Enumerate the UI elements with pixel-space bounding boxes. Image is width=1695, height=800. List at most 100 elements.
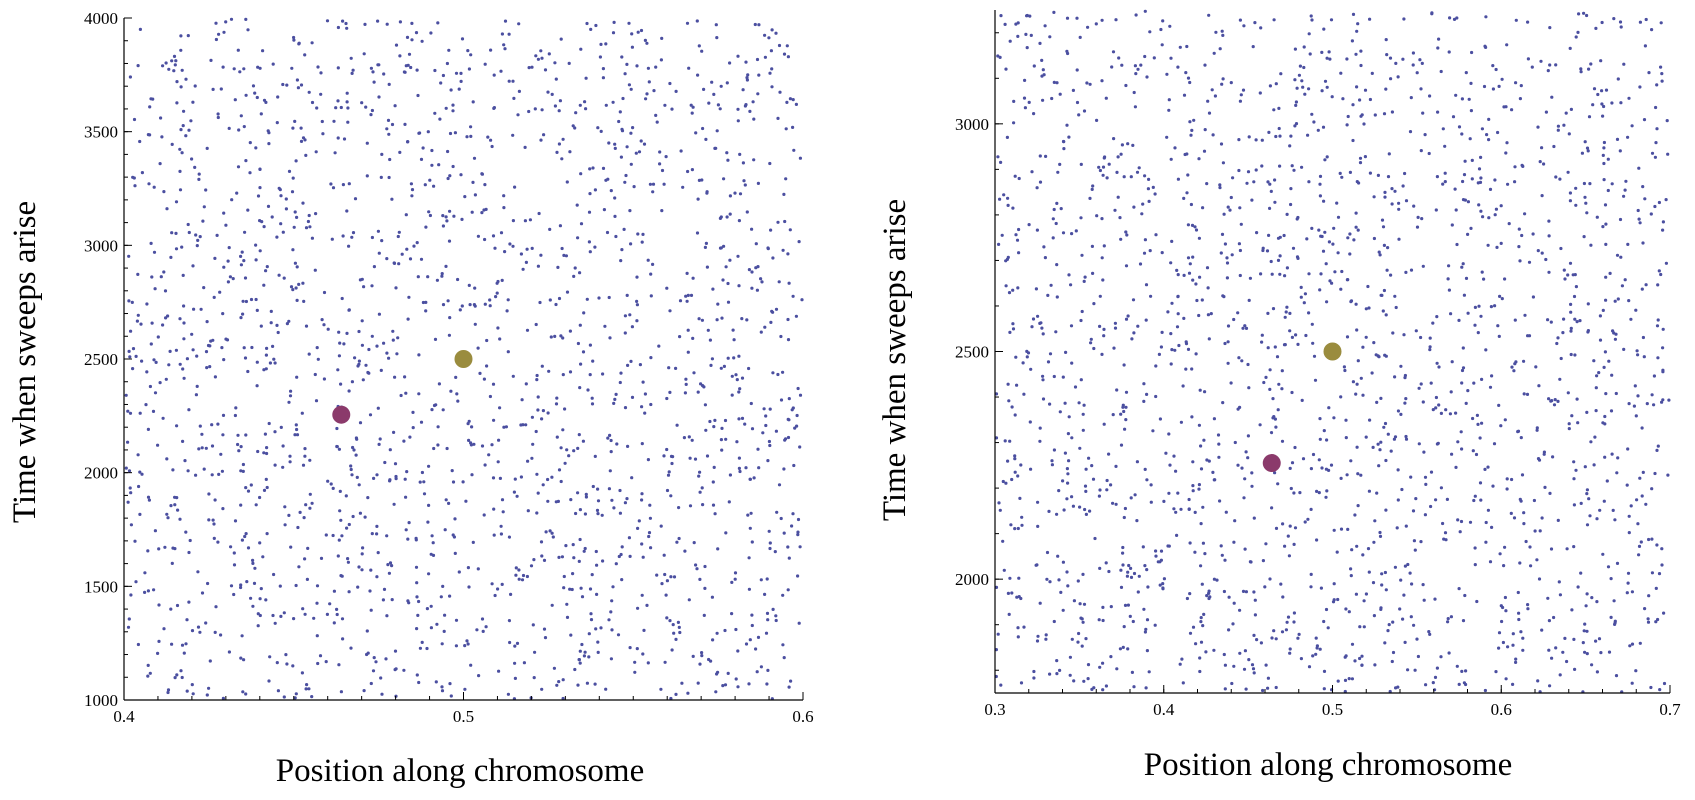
scatter-point [568, 329, 573, 333]
scatter-point [441, 214, 445, 218]
scatter-point [159, 275, 163, 279]
scatter-point [1194, 642, 1198, 646]
scatter-point [162, 190, 166, 194]
scatter-point [554, 302, 558, 307]
scatter-point [1346, 236, 1350, 240]
scatter-point [523, 145, 527, 149]
scatter-point [1325, 438, 1329, 442]
scatter-point [450, 469, 454, 473]
scatter-point [1521, 636, 1525, 640]
scatter-point [1067, 415, 1071, 419]
scatter-point [336, 554, 340, 558]
scatter-point [1142, 251, 1147, 255]
scatter-point [1207, 591, 1211, 596]
left-x-tick-label: 0.4 [113, 707, 135, 726]
scatter-point [1353, 659, 1357, 663]
scatter-point [1487, 216, 1491, 220]
scatter-point [1056, 170, 1060, 174]
scatter-point [403, 122, 407, 126]
scatter-point [473, 286, 477, 290]
scatter-point [704, 428, 708, 432]
scatter-point [1187, 507, 1191, 511]
scatter-point [178, 317, 182, 321]
scatter-point [1582, 235, 1586, 239]
scatter-point [187, 408, 191, 412]
scatter-point [1122, 175, 1126, 179]
scatter-point [227, 246, 231, 250]
scatter-point [1272, 415, 1276, 419]
scatter-point [1083, 507, 1087, 512]
scatter-point [1169, 261, 1173, 265]
scatter-point [1136, 67, 1140, 71]
scatter-point [1645, 402, 1649, 406]
scatter-point [1619, 25, 1623, 29]
scatter-point [1121, 563, 1125, 567]
scatter-point [1017, 251, 1021, 255]
scatter-point [1148, 30, 1152, 34]
scatter-point [406, 537, 410, 541]
scatter-point [1359, 473, 1363, 477]
scatter-point [457, 87, 461, 91]
scatter-point [613, 214, 617, 218]
scatter-point [1469, 226, 1473, 230]
left-y-tick-label: 2000 [84, 464, 118, 483]
right-highlight-point-2 [1323, 342, 1342, 361]
scatter-point [1647, 594, 1651, 598]
scatter-point [528, 218, 533, 222]
scatter-point [232, 563, 237, 567]
scatter-point [733, 571, 738, 575]
scatter-point [1346, 114, 1350, 119]
scatter-point [467, 67, 471, 71]
scatter-point [507, 32, 511, 36]
scatter-point [1411, 63, 1415, 67]
scatter-point [500, 498, 505, 502]
scatter-point [171, 546, 175, 550]
scatter-point [684, 294, 688, 298]
scatter-point [1204, 650, 1208, 654]
right-y-tick-label: 3000 [955, 115, 989, 134]
scatter-point [1080, 253, 1084, 257]
scatter-point [695, 231, 700, 235]
scatter-point [1420, 217, 1424, 221]
scatter-point [262, 368, 266, 372]
scatter-point [1475, 413, 1479, 417]
scatter-point [190, 332, 194, 336]
scatter-point [1449, 390, 1453, 394]
scatter-point [175, 101, 179, 105]
scatter-point [1509, 511, 1513, 515]
scatter-point [1323, 158, 1327, 162]
scatter-point [1122, 515, 1126, 520]
scatter-point [1614, 391, 1618, 396]
scatter-point [1421, 264, 1425, 268]
scatter-point [246, 28, 250, 32]
scatter-point [1391, 620, 1395, 624]
scatter-point [444, 215, 448, 219]
scatter-point [630, 32, 634, 36]
scatter-point [416, 613, 420, 618]
scatter-point [1270, 506, 1274, 510]
left-highlight-point-2 [454, 350, 473, 368]
scatter-point [306, 219, 310, 224]
scatter-point [350, 380, 354, 384]
scatter-point [385, 614, 389, 618]
scatter-point [1231, 622, 1235, 626]
scatter-point [253, 91, 257, 95]
scatter-point [1242, 667, 1247, 671]
scatter-point [1419, 382, 1423, 386]
scatter-point [702, 87, 706, 91]
scatter-point [384, 657, 388, 661]
scatter-point [265, 265, 269, 269]
scatter-point [186, 34, 190, 38]
scatter-point [623, 314, 628, 318]
scatter-point [1656, 283, 1660, 287]
scatter-point [601, 166, 606, 170]
scatter-point [635, 299, 639, 303]
scatter-point [340, 296, 344, 301]
left-x-tick-label: 0.6 [792, 707, 813, 726]
scatter-point [593, 682, 597, 686]
scatter-point [1055, 672, 1059, 676]
scatter-point [261, 49, 265, 53]
scatter-point [308, 492, 312, 496]
scatter-point [181, 273, 185, 277]
scatter-point [1373, 663, 1377, 667]
